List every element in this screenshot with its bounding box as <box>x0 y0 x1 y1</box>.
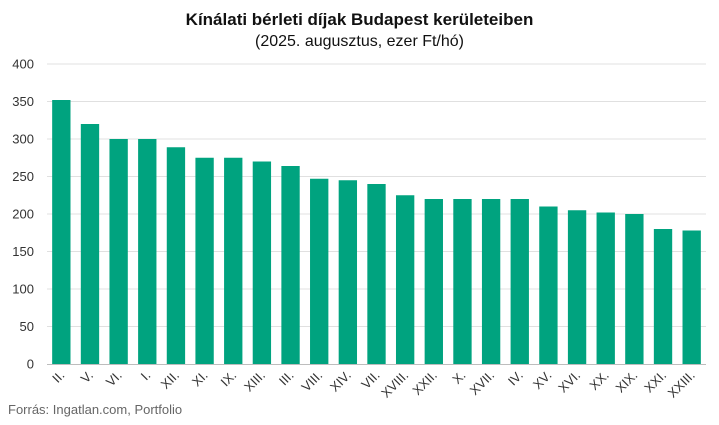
bar <box>682 230 701 364</box>
x-tick-label: XXIII. <box>665 368 698 401</box>
x-tick-label: IX. <box>218 368 240 390</box>
bar <box>310 178 329 364</box>
y-tick-label: 0 <box>27 357 34 372</box>
y-tick-label: 150 <box>12 244 34 259</box>
x-tick-label: XII. <box>158 368 182 392</box>
bar <box>224 157 243 364</box>
bar <box>596 212 615 364</box>
bar <box>653 229 673 364</box>
x-tick-label: XIII. <box>241 368 268 395</box>
bar <box>52 100 71 364</box>
x-tick-label: I. <box>138 368 154 384</box>
x-tick-label: XVI. <box>555 368 583 396</box>
bars <box>52 100 701 364</box>
bar <box>510 199 529 364</box>
bar <box>252 161 272 364</box>
x-tick-label: XI. <box>189 368 211 390</box>
y-tick-label: 50 <box>20 319 34 334</box>
x-tick-label: III. <box>276 368 297 389</box>
bar <box>367 184 386 364</box>
y-tick-label: 300 <box>12 132 34 147</box>
bar <box>338 180 358 364</box>
x-axis-ticks: II. V. VI. I. XII. XI. IX. XIII. III. VIII. XIV. VI… <box>49 368 698 401</box>
bar <box>395 195 415 364</box>
x-tick-label: VIII. <box>298 368 325 395</box>
x-tick-label: XXII. <box>409 368 440 399</box>
y-tick-label: 400 <box>12 57 34 72</box>
x-tick-label: IV. <box>505 368 526 389</box>
y-tick-label: 350 <box>12 94 34 109</box>
x-tick-label: VI. <box>103 368 125 390</box>
bar <box>109 139 128 364</box>
bar <box>567 210 587 364</box>
bar <box>138 139 157 364</box>
x-tick-label: II. <box>49 368 67 386</box>
bar <box>281 166 300 364</box>
bar <box>166 147 186 364</box>
x-tick-label: XVIII. <box>378 368 411 401</box>
x-tick-label: XVII. <box>467 368 498 399</box>
x-tick-label: XIV. <box>327 368 354 395</box>
y-tick-label: 250 <box>12 169 34 184</box>
gridlines <box>47 63 706 327</box>
y-tick-label: 100 <box>12 282 34 297</box>
bar <box>481 199 501 364</box>
bar <box>625 214 644 364</box>
bar <box>539 206 558 364</box>
chart-subtitle: (2025. augusztus, ezer Ft/hó) <box>255 33 464 50</box>
bar <box>453 199 472 364</box>
x-tick-label: XIX. <box>613 368 641 396</box>
y-axis-ticks: 0 50 100 150 200 250 300 350 400 <box>12 57 34 372</box>
bar <box>80 124 100 364</box>
bar <box>195 157 214 364</box>
chart-title: Kínálati bérleti díjak Budapest kerülete… <box>185 10 534 29</box>
source-note: Forrás: Ingatlan.com, Portfolio <box>8 402 183 417</box>
x-tick-label: XX. <box>586 368 611 393</box>
y-tick-label: 200 <box>12 207 34 222</box>
x-tick-label: XV. <box>530 368 555 393</box>
x-tick-label: X. <box>449 368 468 387</box>
bar <box>424 199 443 364</box>
x-tick-label: V. <box>78 368 96 386</box>
